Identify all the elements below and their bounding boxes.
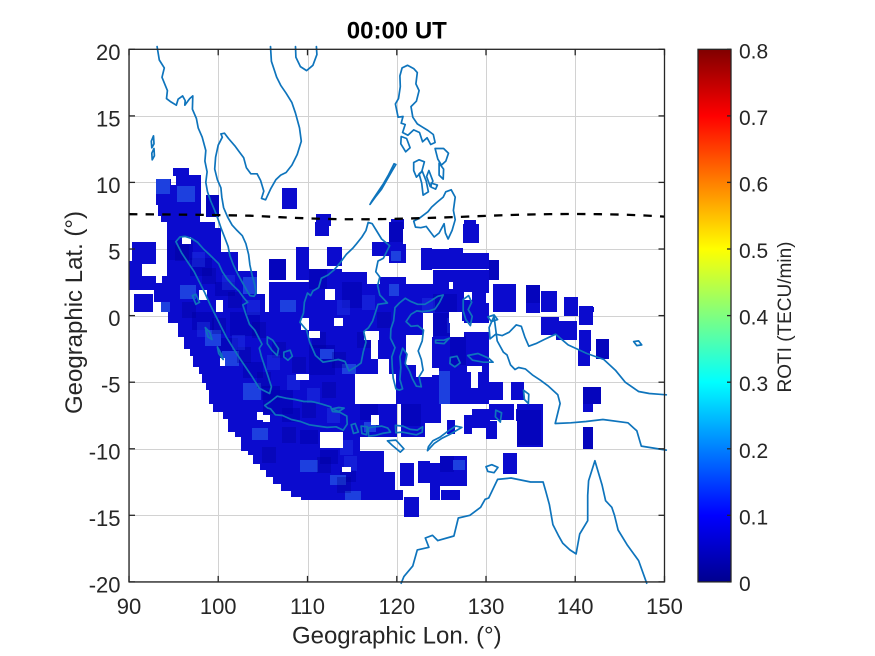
svg-text:15: 15 <box>96 106 120 131</box>
svg-text:0.2: 0.2 <box>739 440 768 463</box>
svg-text:110: 110 <box>290 594 325 619</box>
svg-text:0.1: 0.1 <box>739 506 768 529</box>
svg-text:120: 120 <box>378 594 415 619</box>
svg-text:130: 130 <box>468 594 505 619</box>
svg-text:0: 0 <box>739 573 751 596</box>
svg-text:Geographic Lat. (°): Geographic Lat. (°) <box>61 211 88 414</box>
svg-text:Geographic Lon. (°): Geographic Lon. (°) <box>292 623 502 650</box>
svg-text:0.5: 0.5 <box>739 240 768 263</box>
svg-text:00:00 UT: 00:00 UT <box>347 18 447 45</box>
svg-text:-15: -15 <box>89 506 121 531</box>
svg-text:100: 100 <box>200 594 237 619</box>
svg-text:0.6: 0.6 <box>739 173 768 196</box>
svg-text:0: 0 <box>108 306 120 331</box>
svg-text:5: 5 <box>108 240 120 265</box>
svg-text:150: 150 <box>646 594 683 619</box>
svg-text:10: 10 <box>96 173 120 198</box>
svg-text:90: 90 <box>117 594 141 619</box>
svg-text:0.7: 0.7 <box>739 107 768 130</box>
svg-text:ROTI (TECU/min): ROTI (TECU/min) <box>775 242 796 393</box>
svg-text:0.8: 0.8 <box>739 40 768 63</box>
svg-text:-5: -5 <box>101 373 121 398</box>
svg-text:0.4: 0.4 <box>739 307 769 330</box>
svg-text:0.3: 0.3 <box>739 373 768 396</box>
svg-text:140: 140 <box>557 594 594 619</box>
svg-text:-10: -10 <box>89 439 121 464</box>
svg-text:20: 20 <box>96 40 120 65</box>
svg-text:-20: -20 <box>89 572 121 597</box>
